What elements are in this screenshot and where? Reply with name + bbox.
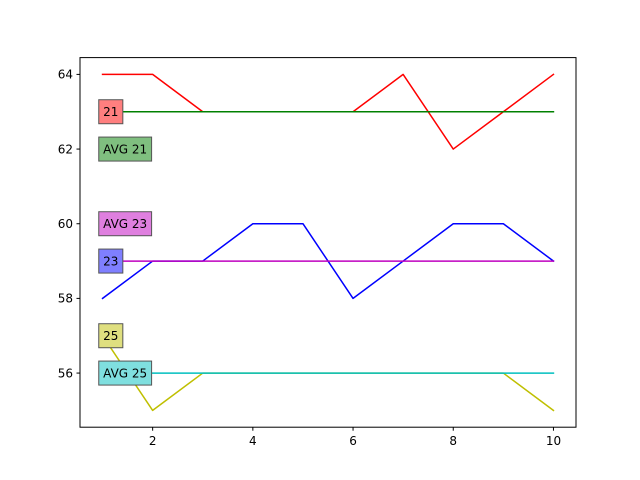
y-tick-label: 60 [58,217,73,231]
annotation-5: 25 [98,323,124,349]
series-layer [101,73,555,412]
y-tick-label: 62 [58,142,73,156]
x-tick-label: 6 [349,434,357,448]
x-tick-label: 8 [449,434,457,448]
y-tick-label: 64 [58,68,73,82]
annotation-box [98,211,153,237]
annotation-2: AVG 21 [98,136,153,162]
y-tick-label: 58 [58,292,73,306]
annotation-6: AVG 25 [98,360,153,386]
annotation-label: AVG 21 [103,143,147,157]
annotation-1: 21 [98,99,124,125]
x-tick-label: 4 [249,434,257,448]
annotation-label: 21 [103,105,118,119]
annotation-box [98,99,124,125]
x-tick-label: 10 [546,434,561,448]
plot-frame [79,57,577,428]
y-tick-label: 56 [58,366,73,380]
annotation-label: AVG 25 [103,367,147,381]
x-axis: 2 4 6 8 10 [149,427,561,448]
annotation-box [98,323,124,349]
annotation-label: AVG 23 [103,217,147,231]
annotation-layer: 21 AVG 21 AVG 23 23 25 AVG 25 [98,99,153,386]
annotation-box [98,360,153,386]
annotation-box [98,136,153,162]
x-tick-label: 2 [149,434,157,448]
annotation-3: AVG 23 [98,211,153,237]
annotation-label: 23 [103,255,118,269]
annotation-4: 23 [98,248,124,274]
annotation-label: 25 [103,329,118,343]
annotation-box [98,248,124,274]
y-axis: 56 58 60 62 64 [58,68,80,380]
